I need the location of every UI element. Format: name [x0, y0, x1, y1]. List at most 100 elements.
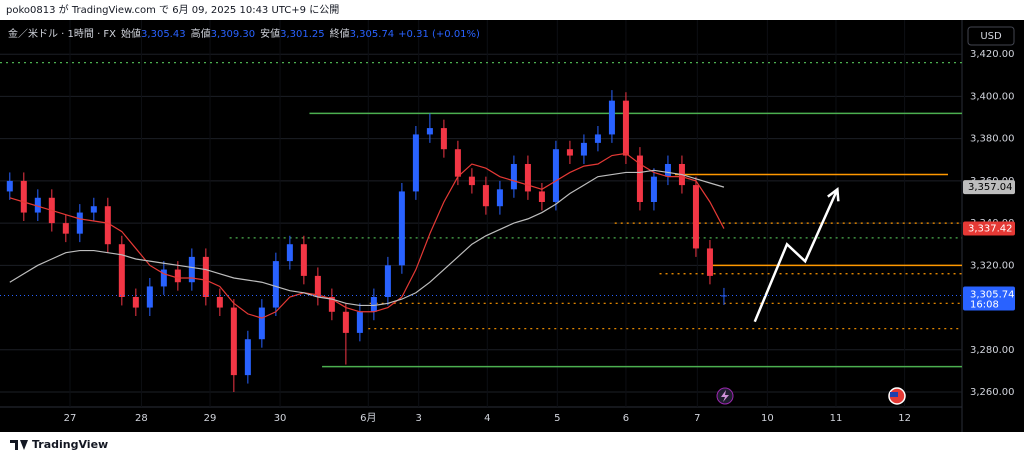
- y-tick-label: 3,280.00: [970, 345, 1015, 356]
- candle-body: [216, 297, 223, 308]
- candle-body: [440, 128, 447, 150]
- currency: USD: [980, 31, 1002, 42]
- candle-body: [188, 256, 195, 283]
- candle-body: [398, 191, 405, 266]
- candle-body: [482, 185, 489, 207]
- candle-body: [104, 206, 111, 245]
- x-tick-label: 12: [898, 413, 911, 424]
- moving-average: [9, 169, 725, 307]
- legend-part: 安値: [260, 27, 280, 40]
- candle-body: [468, 176, 475, 186]
- x-tick-label: 29: [204, 413, 217, 424]
- y-tick-label: 3,380.00: [970, 134, 1015, 145]
- countdown: 16:08: [970, 299, 999, 310]
- candle-body: [300, 244, 307, 276]
- legend-part: 金／米ドル · 1時間 · FX: [8, 27, 116, 40]
- candle-body: [314, 275, 321, 298]
- candle-body: [566, 149, 573, 156]
- candle-body: [580, 142, 587, 156]
- x-tick-label: 6: [623, 413, 629, 424]
- event-icon-bolt: [721, 390, 729, 402]
- candle-body: [34, 197, 41, 213]
- candle-body: [328, 297, 335, 312]
- x-tick-label: 5: [554, 413, 560, 424]
- legend-part: 終値: [330, 27, 350, 40]
- candle-body: [132, 297, 139, 308]
- candle-body: [356, 311, 363, 333]
- price-label-box: [963, 221, 1015, 236]
- candle-body: [426, 128, 433, 135]
- x-tick-label: 4: [484, 413, 490, 424]
- price-label-box: [963, 180, 1015, 195]
- candle-body: [706, 248, 713, 276]
- candle-body: [552, 149, 559, 202]
- candle-body: [90, 206, 97, 213]
- candle-body: [370, 297, 377, 312]
- x-tick-label: 28: [135, 413, 148, 424]
- brand: TradingView: [32, 438, 108, 451]
- candle-body: [202, 256, 209, 298]
- candle-body: [146, 286, 153, 308]
- legend-part: 高値: [191, 27, 211, 40]
- moving-average: [9, 152, 725, 319]
- candle-body: [342, 311, 349, 333]
- candle-body: [650, 176, 657, 202]
- candle-body: [160, 269, 167, 287]
- last-price-label: 3,305.74: [970, 289, 1015, 300]
- candle-body: [538, 191, 545, 202]
- candle-body: [454, 149, 461, 177]
- candle-body: [594, 134, 601, 143]
- y-tick-label: 3,320.00: [970, 260, 1015, 271]
- candle-body: [412, 134, 419, 192]
- candle-body: [510, 163, 517, 190]
- y-tick-label: 3,260.00: [970, 387, 1015, 398]
- candle-body: [6, 180, 13, 192]
- candle-body: [496, 189, 503, 207]
- candle-body: [174, 269, 181, 283]
- candle-body: [286, 244, 293, 262]
- candle-body: [608, 100, 615, 135]
- legend-part: 3,309.30: [211, 29, 256, 40]
- x-tick-label: 27: [64, 413, 77, 424]
- symbol-legend: 金／米ドル · 1時間 · FX 始値3,305.43 高値3,309.30 安値3,…: [8, 27, 480, 40]
- candle-body: [272, 261, 279, 308]
- candle-body: [20, 180, 27, 213]
- header-bar: [0, 0, 1024, 20]
- price-label: 3,357.04: [968, 182, 1013, 193]
- legend-part: +0.31 (+0.01%): [398, 29, 480, 40]
- candle-body: [258, 307, 265, 340]
- candle-body: [244, 339, 251, 376]
- x-tick-label: 6月: [360, 412, 376, 424]
- candle-body: [664, 163, 671, 177]
- x-tick-label: 30: [274, 413, 287, 424]
- candle-body: [118, 244, 125, 298]
- candle-body: [62, 223, 69, 234]
- candle-body: [720, 295, 727, 297]
- arrow-head: [827, 186, 840, 202]
- candle-body: [524, 163, 531, 192]
- last-price-box: [963, 286, 1015, 311]
- x-tick-label: 3: [415, 413, 421, 424]
- candle-body: [384, 265, 391, 298]
- chart-background: [0, 20, 1024, 432]
- legend-part: 始値: [121, 27, 141, 40]
- x-tick-label: 10: [761, 413, 774, 424]
- candle-body: [622, 100, 629, 156]
- legend-part: 3,301.25: [280, 29, 325, 40]
- y-tick-label: 3,400.00: [970, 91, 1015, 102]
- candle-body: [636, 155, 643, 202]
- legend-part: 3,305.43: [141, 29, 186, 40]
- flag-canton: [890, 392, 898, 397]
- x-tick-label: 7: [694, 413, 700, 424]
- candle-body: [692, 185, 699, 249]
- candle-body: [230, 307, 237, 376]
- x-tick-label: 11: [830, 413, 843, 424]
- candle-body: [76, 212, 83, 234]
- published-note: poko0813 が TradingView.com で 6月 09, 2025…: [6, 3, 339, 16]
- price-label: 3,337.42: [968, 224, 1013, 235]
- currency-box[interactable]: [967, 26, 1015, 46]
- forecast-arrow: [753, 188, 839, 323]
- y-tick-label: 3,420.00: [970, 49, 1015, 60]
